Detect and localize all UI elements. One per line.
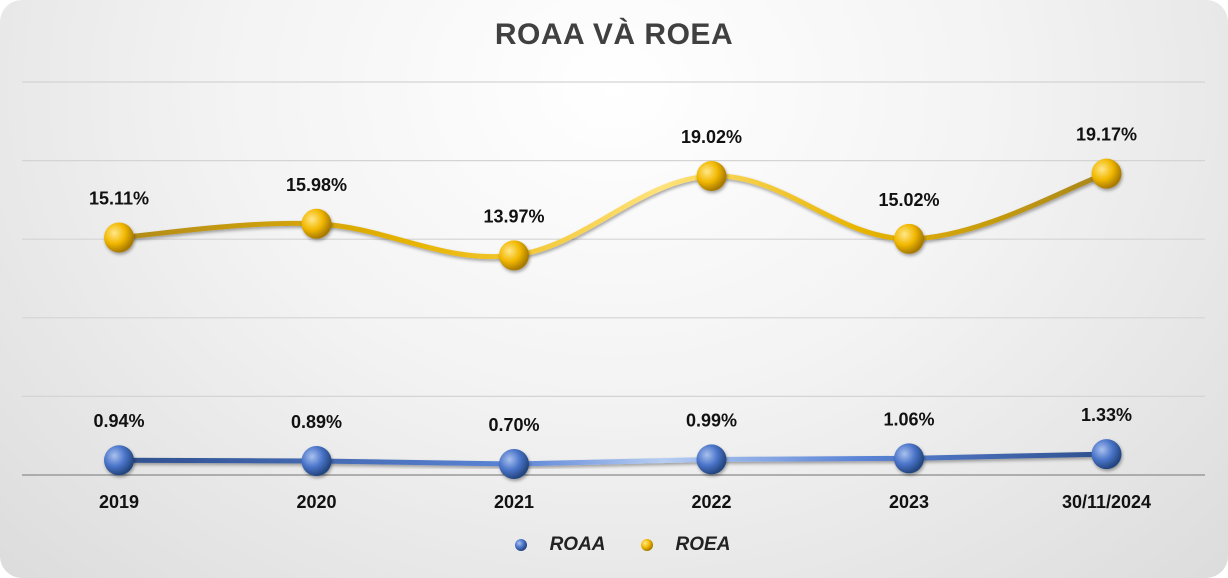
x-tick-label-1: 2020 — [296, 492, 336, 512]
data-label-roaa-4: 1.06% — [883, 409, 934, 429]
data-point-roea-5[interactable] — [1091, 158, 1122, 189]
data-label-roea-0: 15.11% — [89, 188, 149, 208]
x-tick-label-5: 30/11/2024 — [1062, 492, 1151, 512]
chart-title: ROAA VÀ ROEA — [494, 18, 734, 51]
data-label-roea-4: 15.02% — [878, 190, 939, 210]
data-point-roea-1[interactable] — [301, 208, 332, 239]
x-tick-label-2: 2021 — [494, 492, 534, 512]
data-point-roea-3[interactable] — [696, 161, 727, 192]
data-label-roaa-2: 0.70% — [488, 415, 539, 435]
x-tick-label-4: 2023 — [889, 492, 929, 512]
data-point-roaa-4[interactable] — [894, 443, 924, 474]
x-tick-label-0: 2019 — [99, 492, 139, 512]
legend-label-roaa: ROAA — [549, 534, 606, 555]
data-label-roaa-0: 0.94% — [93, 411, 144, 431]
legend-item-roaa[interactable]: ROAA — [497, 534, 606, 556]
data-point-roaa-2[interactable] — [499, 448, 529, 479]
data-label-roea-2: 13.97% — [483, 206, 544, 226]
data-point-roaa-0[interactable] — [104, 445, 134, 476]
data-point-roea-4[interactable] — [894, 223, 924, 254]
data-point-roea-0[interactable] — [104, 222, 134, 253]
data-point-roaa-3[interactable] — [696, 444, 727, 475]
legend-marker-roaa-icon — [497, 539, 544, 551]
data-point-roaa-1[interactable] — [301, 446, 332, 477]
data-label-roaa-5: 1.33% — [1081, 405, 1132, 425]
data-point-roaa-5[interactable] — [1091, 439, 1122, 470]
data-point-roea-2[interactable] — [499, 240, 529, 271]
legend-item-roea[interactable]: ROEA — [623, 534, 731, 556]
x-tick-label-3: 2022 — [691, 492, 731, 512]
legend-label-roea: ROEA — [675, 534, 731, 555]
series-line-roaa — [116, 451, 1109, 467]
data-label-roaa-3: 0.99% — [686, 410, 737, 430]
data-label-roaa-1: 0.89% — [291, 412, 342, 432]
data-label-roea-1: 15.98% — [286, 175, 347, 195]
data-label-roea-5: 19.17% — [1076, 125, 1137, 145]
series-line-roea — [116, 171, 1109, 260]
legend-marker-roea-icon — [623, 539, 670, 551]
data-label-roea-3: 19.02% — [681, 127, 742, 147]
legend: ROAA ROEA — [0, 534, 1228, 556]
